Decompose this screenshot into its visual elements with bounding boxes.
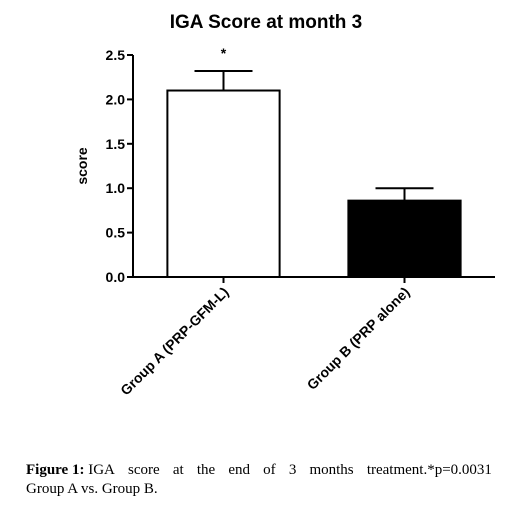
caption-word: score [128,462,160,478]
caption-label: Figure 1: [26,462,85,478]
caption-line-2: Group A vs. Group B. [26,481,158,497]
bar-chart: IGA Score at month 3 score 0.0 0.5 1.0 1.5 2… [74,12,495,398]
chart-title: IGA Score at month 3 [170,12,363,33]
caption-line-1: Figure 1: IGA score at the end of 3 mont… [26,461,492,480]
bar [347,199,462,278]
x-tick-label: Group A (PRP-GFM-L) [117,284,232,399]
caption-word: the [196,462,216,478]
y-tick-label: 1.0 [106,180,126,196]
caption-word: 3 [288,462,297,478]
y-tick-label: 2.0 [106,91,126,107]
caption-word: at [172,462,184,478]
plot-area: 0.0 0.5 1.0 1.5 2.0 2.5 Group A (PRP-GFM-L) Gro… [106,45,495,398]
figure-caption: Figure 1: IGA score at the end of 3 mont… [26,461,492,499]
significance-annotation: * [221,45,227,61]
y-axis-label: score [74,147,90,185]
y-tick-label: 1.5 [106,136,126,152]
caption-word: months [309,462,354,478]
caption-word: treatment.*p=0.0031 [366,462,492,478]
x-tick-label: Group B (PRP alone) [304,284,413,393]
y-tick-label: 0.0 [106,269,126,285]
caption-word: IGA [88,462,115,478]
bar [166,89,281,278]
caption-word: end [228,462,250,478]
y-tick-label: 2.5 [106,47,126,63]
caption-word: of [263,462,276,478]
y-tick-label: 0.5 [106,225,126,241]
